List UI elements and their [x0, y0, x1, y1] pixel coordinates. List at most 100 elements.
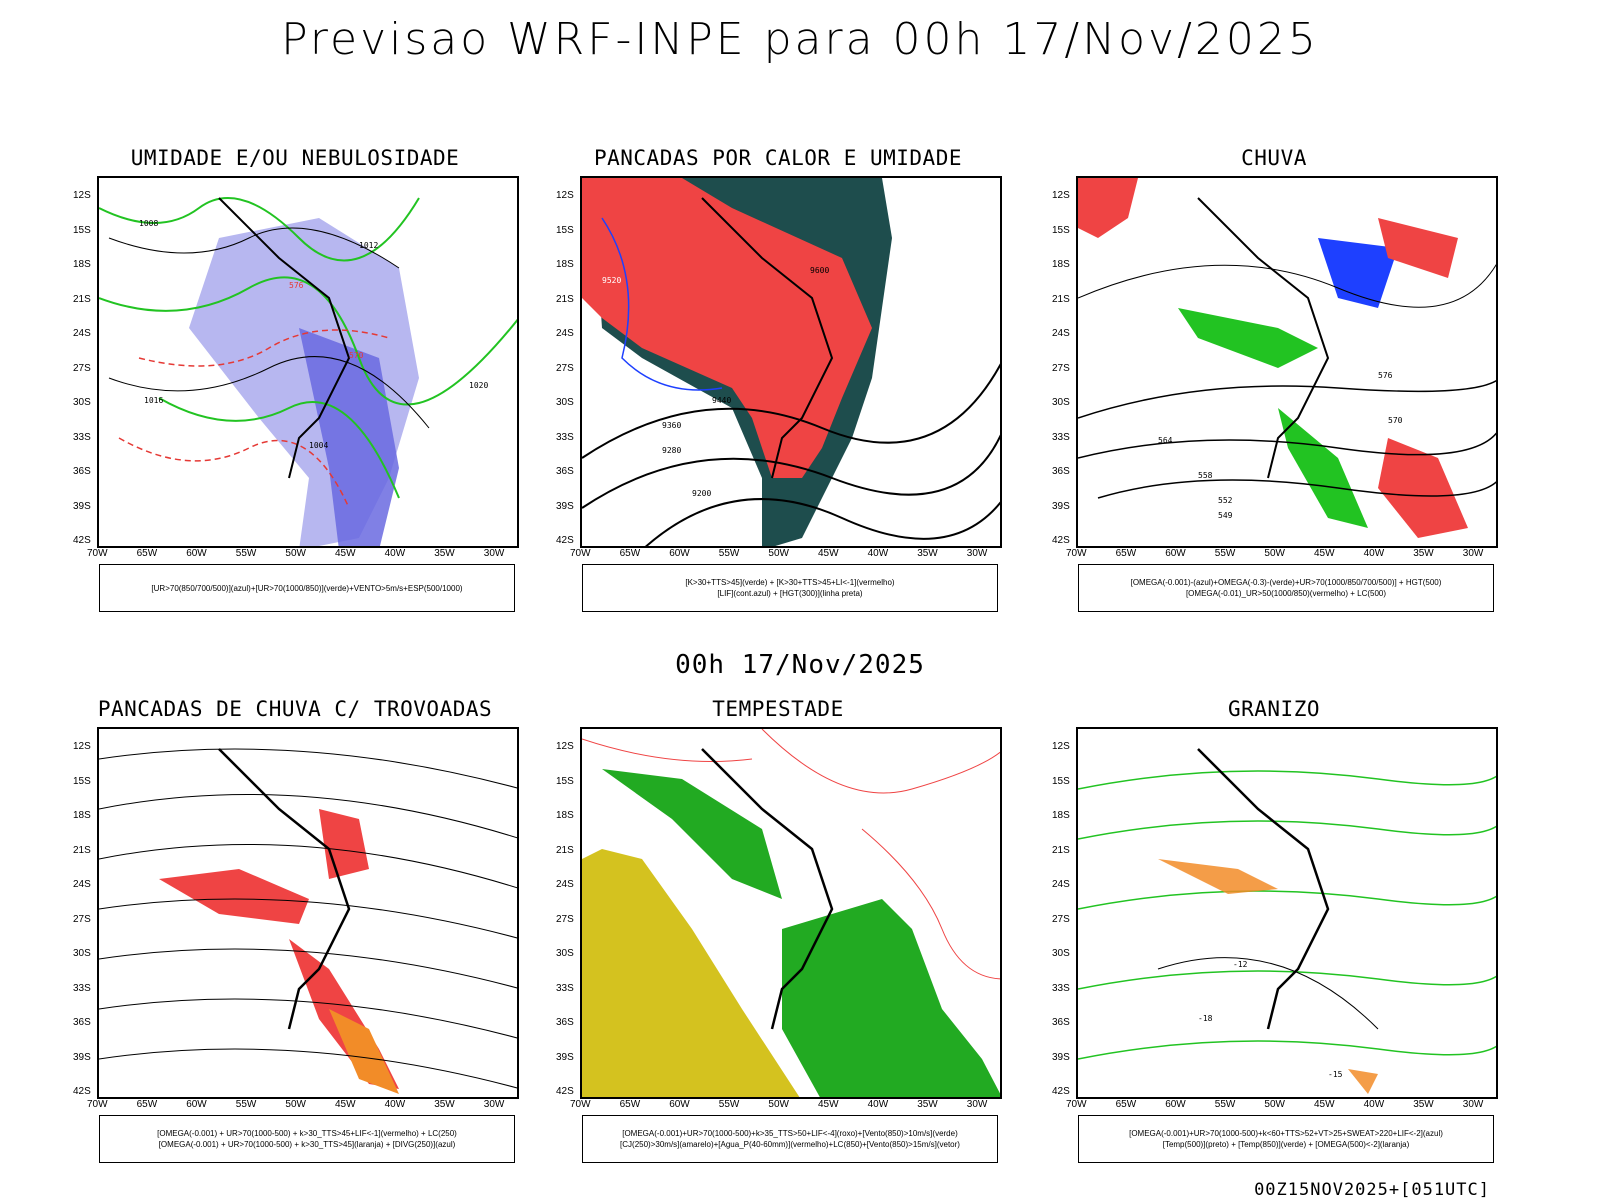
- lat-tick-label: 12S: [1052, 190, 1070, 201]
- panel-legend: [OMEGA(-0.001)+UR>70(1000-500)+k>35_TTS>…: [582, 1115, 998, 1163]
- lon-tick-label: 40W: [867, 548, 889, 559]
- lon-tick-label: 70W: [87, 1099, 108, 1110]
- contour-label: 9600: [810, 266, 829, 275]
- omega-area: [1318, 238, 1398, 308]
- lon-tick-label: 60W: [669, 1099, 690, 1110]
- map-layer: 576 570 564 558 552 549: [1078, 178, 1496, 538]
- forecast-time-label: 00h 17/Nov/2025: [675, 650, 925, 680]
- lon-tick-label: 40W: [1363, 1099, 1385, 1110]
- contour-label: 576: [289, 281, 304, 290]
- lat-tick-label: 39S: [73, 500, 91, 512]
- legend-line: [UR>70(850/700/500)](azul)+[UR>70(1000/8…: [151, 583, 463, 593]
- lon-tick-label: 65W: [619, 548, 641, 559]
- panel-legend: [OMEGA(-0.001)-(azul)+OMEGA(-0.3)-(verde…: [1078, 564, 1494, 612]
- contour-label: 1020: [469, 381, 488, 390]
- lon-tick-label: 45W: [1314, 548, 1335, 559]
- contour-label: 552: [1218, 496, 1233, 505]
- lat-tick-label: 12S: [73, 741, 91, 752]
- panel-title: TEMPESTADE: [712, 697, 844, 721]
- legend-line: [CJ(250)>30m/s](amarelo)+[Agua_P(40-60mm…: [620, 1140, 960, 1149]
- lat-tick-label: 18S: [1052, 259, 1070, 270]
- lat-tick-label: 18S: [556, 259, 574, 270]
- temp500-contour: [1157, 957, 1379, 1030]
- lon-tick-label: 35W: [1413, 1099, 1434, 1110]
- rain-area: [1378, 438, 1468, 538]
- panel-title: PANCADAS POR CALOR E UMIDADE: [593, 146, 962, 170]
- border-line: [701, 197, 834, 479]
- lon-tick-label: 70W: [87, 548, 108, 559]
- lon-tick-label: 30W: [483, 548, 505, 559]
- hgt-contour: [1078, 379, 1496, 419]
- lc-contour: [861, 828, 1000, 980]
- rain-area: [1378, 218, 1458, 278]
- lon-tick-label: 40W: [1363, 548, 1385, 559]
- border-line: [218, 197, 351, 479]
- lat-tick-label: 36S: [73, 1017, 91, 1028]
- lon-tick-label: 45W: [1314, 1099, 1335, 1110]
- streamline: [99, 843, 517, 889]
- contour-label: 9200: [692, 489, 711, 498]
- panel-legend: [OMEGA(-0.001) + UR>70(1000-500) + k>30_…: [99, 1115, 515, 1163]
- lat-tick-label: 36S: [73, 466, 91, 477]
- legend-line: [Temp(500)](preto) + [Temp(850)](verde) …: [1162, 1140, 1410, 1149]
- legend-line: [OMEGA(-0.001)+UR>70(1000-500)+k>35_TTS>…: [622, 1129, 958, 1138]
- panel-tempestade: TEMPESTADE [OMEGA(-0.001)+UR>70(1000-500…: [538, 697, 1018, 1197]
- lat-tick-label: 18S: [73, 810, 91, 821]
- lon-tick-label: 35W: [434, 1099, 455, 1110]
- strong-instability-area: [582, 178, 872, 478]
- lon-tick-label: 30W: [1462, 1099, 1484, 1110]
- lat-tick-label: 42S: [73, 535, 91, 546]
- lat-tick-label: 15S: [73, 775, 91, 787]
- contour-label: 1004: [309, 441, 328, 450]
- lat-tick-label: 27S: [1052, 362, 1070, 374]
- temp850-contour: [1078, 890, 1496, 910]
- lon-tick-label: 55W: [1214, 548, 1236, 559]
- lon-tick-label: 55W: [235, 548, 257, 559]
- lat-tick-label: 33S: [73, 982, 91, 994]
- lat-tick-label: 30S: [556, 948, 574, 959]
- lc-contour: [582, 738, 753, 762]
- lon-tick-label: 65W: [136, 548, 158, 559]
- main-title: Previsao WRF-INPE para 00h 17/Nov/2025: [281, 14, 1319, 65]
- lon-tick-label: 60W: [186, 1099, 207, 1110]
- lon-tick-label: 70W: [1066, 1099, 1087, 1110]
- lon-tick-label: 50W: [285, 548, 306, 559]
- lat-tick-label: 15S: [1052, 224, 1070, 236]
- lat-tick-label: 27S: [556, 362, 574, 374]
- lat-tick-label: 15S: [556, 775, 574, 787]
- lon-tick-label: 45W: [818, 548, 839, 559]
- lat-tick-label: 18S: [556, 810, 574, 821]
- lat-tick-label: 21S: [73, 293, 91, 305]
- contour-label: 576: [1378, 371, 1393, 380]
- panel-umidade: UMIDADE E/OU NEBULOSIDADE 1008 1012 1016…: [55, 146, 535, 646]
- thickness-contour: [118, 437, 350, 509]
- lon-tick-label: 55W: [718, 548, 740, 559]
- panel-title: GRANIZO: [1227, 697, 1320, 721]
- lon-tick-label: 70W: [1066, 548, 1087, 559]
- lat-tick-label: 36S: [556, 1017, 574, 1028]
- lon-tick-label: 65W: [1115, 548, 1137, 559]
- lat-tick-label: 42S: [556, 1086, 574, 1097]
- legend-line: [K>30+TTS>45](verde) + [K>30+TTS>45+LI<-…: [685, 578, 895, 587]
- lon-tick-label: 40W: [384, 1099, 406, 1110]
- lat-tick-label: 21S: [556, 293, 574, 305]
- temp850-contour: [1078, 770, 1496, 790]
- omega500-area: [1348, 1069, 1378, 1094]
- lat-tick-label: 30S: [1052, 948, 1070, 959]
- border-line: [1197, 748, 1330, 1030]
- jet-stream-area: [582, 849, 800, 1097]
- map-tempestade: [580, 727, 1002, 1099]
- border-line: [1197, 197, 1330, 479]
- map-layer: 9520 9440 9360 9280 9200 9600: [582, 178, 1000, 546]
- lon-tick-label: 65W: [619, 1099, 641, 1110]
- lat-tick-label: 15S: [73, 224, 91, 236]
- lon-tick-label: 40W: [384, 548, 406, 559]
- pressure-contour: [108, 356, 430, 429]
- map-granizo: -12 -18 -15: [1076, 727, 1498, 1099]
- panel-trovoadas: PANCADAS DE CHUVA C/ TROVOADAS [OMEGA(-0…: [55, 697, 535, 1197]
- wind-850-area: [602, 769, 782, 899]
- temp850-contour: [1078, 820, 1496, 840]
- contour-label: 1016: [144, 396, 163, 405]
- lon-tick-label: 70W: [570, 548, 591, 559]
- lat-tick-label: 27S: [73, 362, 91, 374]
